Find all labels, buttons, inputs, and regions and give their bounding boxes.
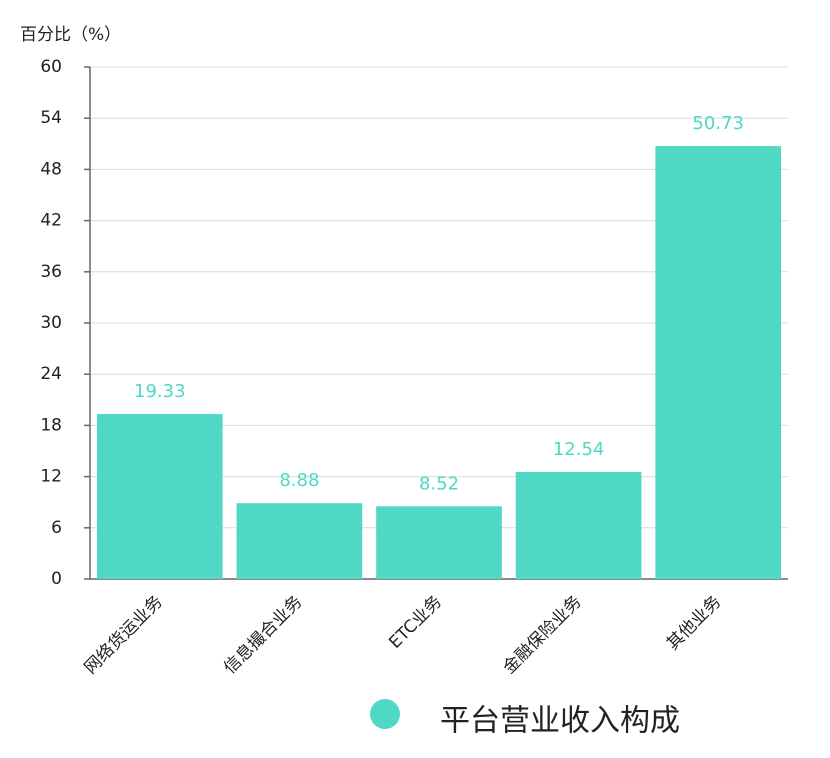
y-tick-label: 24 — [40, 364, 62, 384]
value-label: 19.33 — [134, 381, 186, 402]
value-label: 8.52 — [419, 473, 459, 494]
legend-label: 平台营业收入构成 — [440, 704, 680, 739]
y-tick-label: 54 — [40, 108, 62, 128]
bar — [655, 146, 782, 579]
bar — [236, 503, 363, 579]
value-label: 50.73 — [692, 113, 744, 134]
bar — [96, 414, 223, 579]
bar — [515, 471, 642, 579]
y-tick-label: 36 — [40, 262, 62, 282]
value-label: 8.88 — [279, 470, 319, 491]
x-tick-label: 信息撮合业务 — [220, 592, 306, 678]
x-tick-label: 其他业务 — [663, 592, 725, 654]
bar — [376, 506, 502, 579]
y-tick-label: 18 — [40, 415, 62, 435]
y-tick-label: 42 — [40, 211, 62, 231]
x-tick-label: ETC业务 — [385, 592, 446, 653]
y-tick-label: 30 — [40, 313, 62, 333]
y-tick-label: 60 — [40, 57, 62, 77]
y-axis-label: 百分比（%） — [20, 25, 121, 45]
x-tick-label: 金融保险业务 — [499, 592, 585, 678]
legend-swatch — [370, 699, 400, 729]
y-tick-label: 6 — [51, 518, 62, 538]
y-tick-label: 12 — [40, 467, 62, 487]
y-tick-label: 0 — [51, 569, 62, 589]
y-tick-label: 48 — [40, 159, 62, 179]
value-label: 12.54 — [553, 439, 605, 460]
x-tick-label: 网络货运业务 — [81, 592, 167, 678]
